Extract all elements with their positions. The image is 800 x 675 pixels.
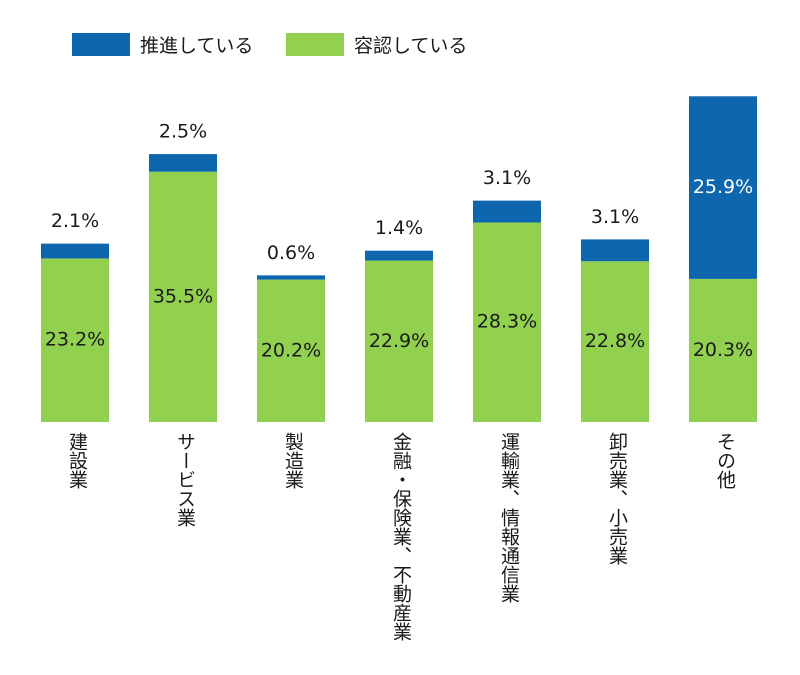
category-label-3: 金融・保険業、不動産業 [390, 432, 412, 641]
bar-promote-5 [581, 239, 649, 262]
data-label-accept-4: 28.3% [477, 311, 537, 333]
data-label-accept-0: 23.2% [45, 329, 105, 351]
bar-accept-5 [581, 261, 649, 422]
data-label-accept-3: 22.9% [369, 330, 429, 352]
bar-promote-4 [473, 200, 541, 223]
bar-accept-4 [473, 222, 541, 422]
data-label-promote-0: 2.1% [51, 210, 99, 232]
bar-accept-3 [365, 260, 433, 422]
category-label-1: サービス業 [174, 432, 196, 527]
data-label-promote-6: 25.9% [693, 176, 753, 198]
bar-accept-6 [689, 278, 757, 422]
legend-label-promote: 推進している [140, 34, 254, 57]
legend-swatch-accept [286, 32, 344, 56]
data-label-accept-1: 35.5% [153, 285, 213, 307]
bar-accept-0 [41, 258, 109, 422]
category-label-5: 卸売業、小売業 [606, 432, 628, 565]
data-label-accept-2: 20.2% [261, 339, 321, 361]
category-label-6: その他 [714, 432, 736, 489]
legend-item-accept: 容認している [286, 32, 468, 57]
data-label-accept-6: 20.3% [693, 339, 753, 361]
data-label-promote-3: 1.4% [375, 217, 423, 239]
legend-label-accept: 容認している [354, 34, 468, 57]
bar-promote-3 [365, 250, 433, 261]
legend-swatch-promote [72, 32, 130, 56]
bar-promote-6 [689, 96, 757, 279]
legend-item-promote: 推進している [72, 32, 254, 57]
data-label-accept-5: 22.8% [585, 330, 645, 352]
bar-promote-0 [41, 243, 109, 259]
data-label-promote-1: 2.5% [159, 121, 207, 143]
data-label-promote-5: 3.1% [591, 206, 639, 228]
bar-promote-2 [257, 275, 325, 280]
bar-accept-1 [149, 171, 217, 422]
category-label-4: 運輸業、情報通信業 [498, 432, 520, 603]
data-label-promote-4: 3.1% [483, 167, 531, 189]
category-label-2: 製造業 [282, 432, 304, 489]
category-label-0: 建設業 [66, 432, 88, 489]
bar-accept-2 [257, 279, 325, 422]
bar-promote-1 [149, 154, 217, 172]
data-label-promote-2: 0.6% [267, 242, 315, 264]
